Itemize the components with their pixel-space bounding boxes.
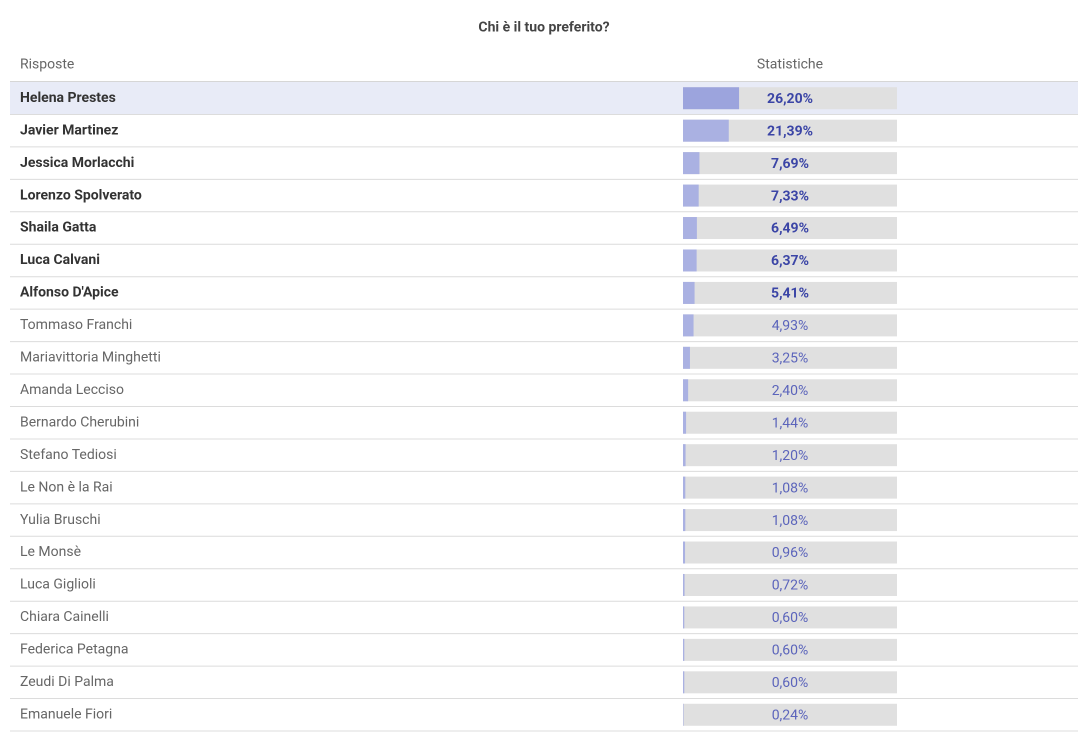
- answer-label: Emanuele Fiori: [20, 706, 112, 722]
- bar-track: [683, 573, 897, 596]
- bar: [683, 444, 686, 467]
- bar-track: [683, 606, 897, 629]
- answer-label: Helena Prestes: [20, 90, 116, 106]
- column-header: Statistiche: [757, 57, 823, 73]
- bar: [683, 281, 695, 304]
- value-label: 7,69%: [771, 156, 809, 172]
- value-label: 0,72%: [772, 578, 809, 594]
- bar-track: [683, 703, 897, 726]
- value-label: 0,60%: [772, 610, 809, 626]
- row-highlight: [10, 82, 1078, 114]
- bar: [683, 87, 740, 110]
- answer-label: Chiara Cainelli: [20, 609, 109, 625]
- bar-track: [683, 314, 897, 337]
- value-label: 0,60%: [772, 675, 809, 691]
- bar-track: [683, 217, 897, 240]
- value-label: 0,96%: [772, 545, 809, 561]
- value-label: 1,08%: [772, 480, 809, 496]
- bar: [683, 573, 685, 596]
- bar: [683, 249, 697, 272]
- bar: [683, 703, 684, 726]
- answer-label: Federica Petagna: [20, 642, 128, 658]
- bar-track: [683, 249, 897, 272]
- bar: [683, 476, 686, 499]
- value-label: 7,33%: [771, 188, 809, 204]
- bar-track: [683, 444, 897, 467]
- value-label: 1,20%: [772, 448, 809, 464]
- value-label: 1,44%: [772, 415, 809, 431]
- value-label: 6,49%: [771, 221, 809, 237]
- bar: [683, 379, 689, 402]
- column-header: Risposte: [20, 57, 74, 73]
- value-label: 1,08%: [772, 513, 809, 529]
- bar-track: [683, 119, 897, 142]
- bar-track: [683, 411, 897, 434]
- bar: [683, 509, 686, 532]
- bar-track: [683, 152, 897, 175]
- answer-label: Shaila Gatta: [20, 220, 97, 236]
- bar: [683, 411, 687, 434]
- value-label: 26,20%: [767, 91, 813, 107]
- bar: [683, 152, 700, 175]
- bar: [683, 606, 685, 629]
- answer-label: Le Non è la Rai: [20, 479, 113, 495]
- answer-label: Mariavittoria Minghetti: [20, 350, 161, 366]
- value-label: 6,37%: [771, 253, 809, 269]
- value-label: 5,41%: [771, 286, 809, 302]
- answer-label: Luca Giglioli: [20, 577, 96, 593]
- bar-track: [683, 184, 897, 207]
- answer-label: Lorenzo Spolverato: [20, 187, 142, 203]
- bar-track: [683, 638, 897, 661]
- bar-track: [683, 671, 897, 694]
- bar-track: [683, 541, 897, 564]
- bar-track: [683, 346, 897, 369]
- bar: [683, 346, 690, 369]
- bar-track: [683, 476, 897, 499]
- bar: [683, 638, 685, 661]
- poll-title: Chi è il tuo preferito?: [478, 20, 609, 36]
- value-label: 4,93%: [772, 318, 809, 334]
- answer-label: Jessica Morlacchi: [20, 155, 134, 171]
- value-label: 2,40%: [772, 383, 809, 399]
- answer-label: Alfonso D'Apice: [20, 285, 119, 301]
- bar: [683, 541, 686, 564]
- bar: [683, 184, 699, 207]
- bar: [683, 314, 694, 337]
- value-label: 0,24%: [772, 707, 809, 723]
- bar: [683, 119, 729, 142]
- bar: [683, 217, 697, 240]
- answer-label: Le Monsè: [20, 544, 81, 560]
- value-label: 3,25%: [772, 351, 809, 367]
- answer-label: Tommaso Franchi: [20, 317, 132, 333]
- bar: [683, 671, 685, 694]
- value-label: 0,60%: [772, 643, 809, 659]
- value-label: 21,39%: [767, 123, 813, 139]
- answer-label: Bernardo Cherubini: [20, 414, 139, 430]
- bar-track: [683, 281, 897, 304]
- bar-track: [683, 509, 897, 532]
- answer-label: Amanda Lecciso: [20, 382, 124, 398]
- answer-label: Stefano Tediosi: [20, 447, 117, 463]
- bar-track: [683, 379, 897, 402]
- answer-label: Luca Calvani: [20, 252, 100, 268]
- answer-label: Zeudi Di Palma: [20, 674, 114, 690]
- answer-label: Javier Martinez: [20, 122, 118, 138]
- answer-label: Yulia Bruschi: [20, 512, 101, 528]
